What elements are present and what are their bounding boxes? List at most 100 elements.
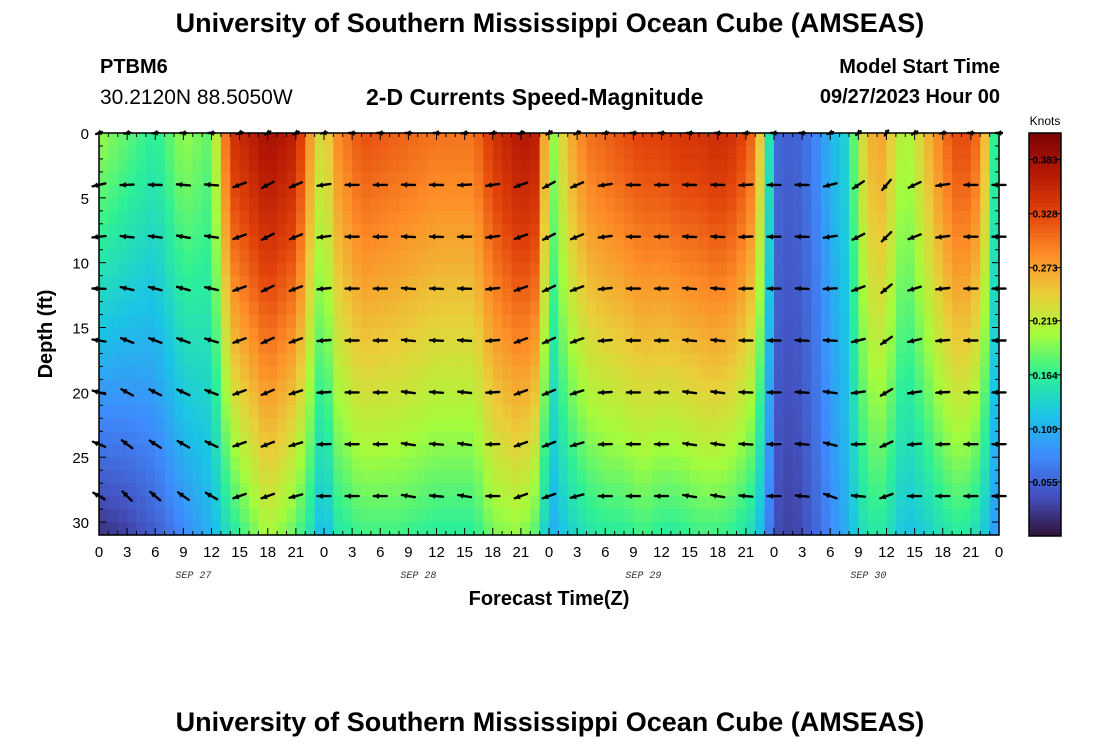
heatmap-cell	[989, 210, 1000, 225]
heatmap-cell	[202, 457, 213, 471]
heatmap-cell	[295, 431, 306, 445]
heatmap-cell	[764, 327, 775, 342]
heatmap-cell	[830, 145, 841, 160]
date-label: SEP 27	[175, 571, 211, 582]
heatmap-cell	[295, 262, 306, 277]
heatmap-cell	[305, 184, 316, 199]
heatmap-cell	[408, 197, 419, 212]
heatmap-cell	[314, 327, 325, 342]
heatmap-cell	[633, 171, 644, 186]
heatmap-cell	[689, 158, 700, 173]
heatmap-cell	[614, 145, 625, 160]
heatmap-cell	[492, 496, 503, 510]
heatmap-cell	[239, 223, 250, 238]
heatmap-cell	[445, 184, 456, 199]
heatmap-cell	[192, 184, 203, 199]
heatmap-cell	[211, 262, 222, 277]
heatmap-cell	[849, 327, 859, 342]
heatmap-cell	[408, 327, 419, 342]
current-arrow	[710, 182, 726, 188]
heatmap-cell	[342, 249, 353, 264]
heatmap-cell	[624, 379, 634, 393]
heatmap-cell	[624, 249, 634, 264]
current-arrow	[513, 285, 529, 292]
heatmap-cell	[549, 379, 559, 393]
heatmap-cell	[858, 145, 869, 160]
heatmap-cell	[202, 392, 213, 406]
current-arrow	[597, 337, 613, 344]
heatmap-cell	[399, 301, 409, 316]
heatmap-cell	[914, 353, 925, 368]
heatmap-cell	[464, 470, 475, 484]
heatmap-cell	[136, 314, 147, 329]
heatmap-cell	[877, 249, 888, 264]
heatmap-cell	[792, 496, 803, 510]
heatmap-cell	[399, 184, 409, 199]
heatmap-cell	[464, 275, 475, 290]
heatmap-cell	[586, 496, 597, 510]
heatmap-cell	[361, 223, 372, 238]
heatmap-cell	[267, 496, 278, 510]
heatmap-cell	[380, 223, 391, 238]
heatmap-cell	[549, 405, 559, 419]
heatmap-cell	[952, 418, 963, 432]
heatmap-cell	[286, 405, 297, 419]
heatmap-cell	[633, 197, 644, 212]
heatmap-cell	[539, 249, 550, 264]
heatmap-cell	[352, 379, 363, 393]
heatmap-cell	[502, 340, 513, 355]
heatmap-cell	[127, 457, 138, 471]
heatmap-cell	[192, 171, 203, 186]
current-arrow	[625, 285, 642, 292]
heatmap-cell	[324, 405, 334, 419]
heatmap-cell	[127, 327, 138, 342]
heatmap-cell	[633, 457, 644, 471]
heatmap-cell	[108, 158, 119, 173]
heatmap-cell	[427, 262, 438, 277]
heatmap-cell	[117, 379, 128, 393]
heatmap-cell	[305, 405, 316, 419]
heatmap-cell	[952, 197, 963, 212]
heatmap-cell	[511, 444, 522, 458]
heatmap-cell	[342, 314, 353, 329]
heatmap-cell	[417, 444, 428, 458]
heatmap-cell	[502, 444, 513, 458]
heatmap-cell	[408, 496, 419, 510]
heatmap-cell	[277, 509, 288, 523]
heatmap-cell	[305, 392, 316, 406]
heatmap-cell	[436, 496, 447, 510]
heatmap-cell	[155, 314, 166, 329]
heatmap-cell	[980, 379, 991, 393]
heatmap-cell	[380, 470, 391, 484]
heatmap-cell	[745, 366, 756, 380]
heatmap-cell	[155, 496, 166, 510]
heatmap-cell	[464, 392, 475, 406]
heatmap-cell	[502, 301, 513, 316]
heatmap-cell	[427, 145, 438, 160]
heatmap-cell	[164, 210, 175, 225]
heatmap-cell	[877, 158, 888, 173]
heatmap-cell	[445, 171, 456, 186]
heatmap-cell	[417, 197, 428, 212]
heatmap-cell	[549, 184, 559, 199]
heatmap-cell	[970, 366, 981, 380]
heatmap-cell	[230, 392, 241, 406]
heatmap-cell	[595, 418, 606, 432]
heatmap-cell	[549, 197, 559, 212]
heatmap-cell	[745, 184, 756, 199]
heatmap-cell	[211, 301, 222, 316]
heatmap-cell	[258, 353, 269, 368]
heatmap-cell	[192, 133, 203, 147]
heatmap-cell	[727, 496, 738, 510]
heatmap-cell	[267, 379, 278, 393]
heatmap-cell	[492, 353, 503, 368]
heatmap-cell	[361, 288, 372, 303]
heatmap-cell	[361, 327, 372, 342]
heatmap-cell	[445, 210, 456, 225]
heatmap-cell	[858, 418, 869, 432]
heatmap-cell	[614, 314, 625, 329]
heatmap-cell	[858, 197, 869, 212]
heatmap-cell	[614, 379, 625, 393]
heatmap-cell	[389, 392, 400, 406]
